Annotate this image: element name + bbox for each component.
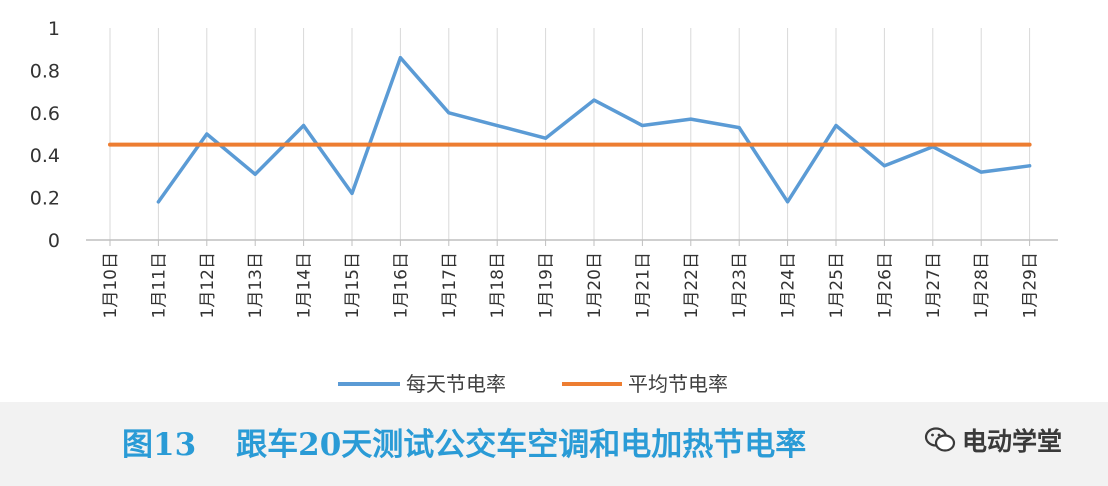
legend-label-average: 平均节电率 [628,372,728,396]
x-tick-label: 1月23日 [730,252,750,318]
x-tick-label: 1月29日 [1021,252,1041,318]
data-point [786,143,790,147]
y-tick-label: 0 [48,230,60,252]
data-point [737,126,741,130]
watermark: 电动学堂 [924,420,1062,460]
data-point [350,191,354,195]
x-tick-label: 1月16日 [391,252,411,318]
wechat-icon [924,427,956,452]
x-tick-label: 1月20日 [585,252,605,318]
watermark-text: 电动学堂 [962,427,1063,456]
caption-text: 跟车20天测试公交车空调和电加热节电率 [236,426,807,463]
x-tick-label: 1月21日 [633,252,653,318]
y-tick-label: 0.8 [30,60,60,82]
data-point [979,170,983,174]
data-point [156,200,160,204]
legend: 每天节电率 平均节电率 [338,372,728,396]
x-tick-label: 1月25日 [827,252,847,318]
data-point [882,164,886,168]
data-point [640,143,644,147]
caption-band [0,402,1108,486]
data-point [495,124,499,128]
data-point [447,111,451,115]
data-point [398,56,402,60]
data-point [737,143,741,147]
y-tick-label: 0.6 [30,103,60,125]
data-point [882,143,886,147]
data-point [156,143,160,147]
data-point [689,143,693,147]
x-tick-label: 1月28日 [972,252,992,318]
data-point [302,143,306,147]
x-tick-labels: 1月10日 1月11日 1月12日 1月13日 1月14日 1月15日 1月16日 1月17日… [101,252,1041,318]
y-tick-label: 0.4 [30,145,60,167]
data-point [544,143,548,147]
x-tick-label: 1月26日 [875,252,895,318]
line-chart: 0 0.2 0.4 0.6 0.8 1 1月10日 1月11日 1月12日 1月13日 1月14日… [30,18,1058,396]
figure-caption: 图13 跟车20天测试公交车空调和电加热节电率 [122,416,806,466]
x-tick-label: 1月15日 [343,252,363,318]
x-tick-label: 1月11日 [149,252,169,318]
data-point [834,124,838,128]
data-point [302,124,306,128]
data-point [689,117,693,121]
x-tick-label: 1月19日 [537,252,557,318]
data-point [108,143,112,147]
data-point [640,124,644,128]
data-point [979,143,983,147]
x-tick-label: 1月17日 [440,252,460,318]
y-tick-label: 1 [48,18,60,40]
y-tick-label: 0.2 [30,188,60,210]
data-point [253,143,257,147]
data-point [834,143,838,147]
data-point [205,143,209,147]
data-point [592,98,596,102]
x-tick-label: 1月10日 [101,252,121,318]
data-point [931,143,935,147]
x-tick-label: 1月24日 [779,252,799,318]
x-tick-label: 1月14日 [295,252,315,318]
grid-lines [109,28,1031,240]
figure-number: 图13 [122,426,197,463]
data-point [205,132,209,136]
data-point [398,143,402,147]
x-axis [86,239,1058,246]
data-point [1028,143,1032,147]
data-point [350,143,354,147]
data-point [253,172,257,176]
x-tick-label: 1月27日 [924,252,944,318]
data-point [544,136,548,140]
x-tick-label: 1月13日 [246,252,266,318]
series-lines [108,55,1032,204]
data-point [592,143,596,147]
legend-label-daily: 每天节电率 [406,372,506,396]
x-tick-label: 1月12日 [198,252,218,318]
data-point [495,143,499,147]
data-point [786,200,790,204]
data-point [1028,164,1032,168]
data-point [447,143,451,147]
x-tick-label: 1月18日 [488,252,508,318]
x-tick-label: 1月22日 [682,252,702,318]
y-tick-labels: 0 0.2 0.4 0.6 0.8 1 [30,18,60,252]
